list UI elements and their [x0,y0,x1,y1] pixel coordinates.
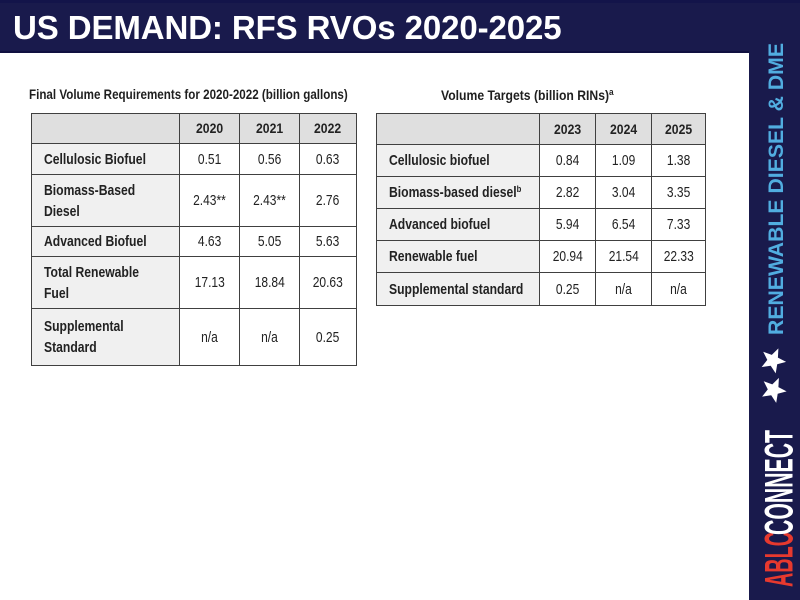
svg-text:ABLC: ABLC [758,532,800,587]
svg-text:CONNECT: CONNECT [758,430,800,535]
svg-text:RENEWABLE DIESEL & DME: RENEWABLE DIESEL & DME [764,43,788,335]
